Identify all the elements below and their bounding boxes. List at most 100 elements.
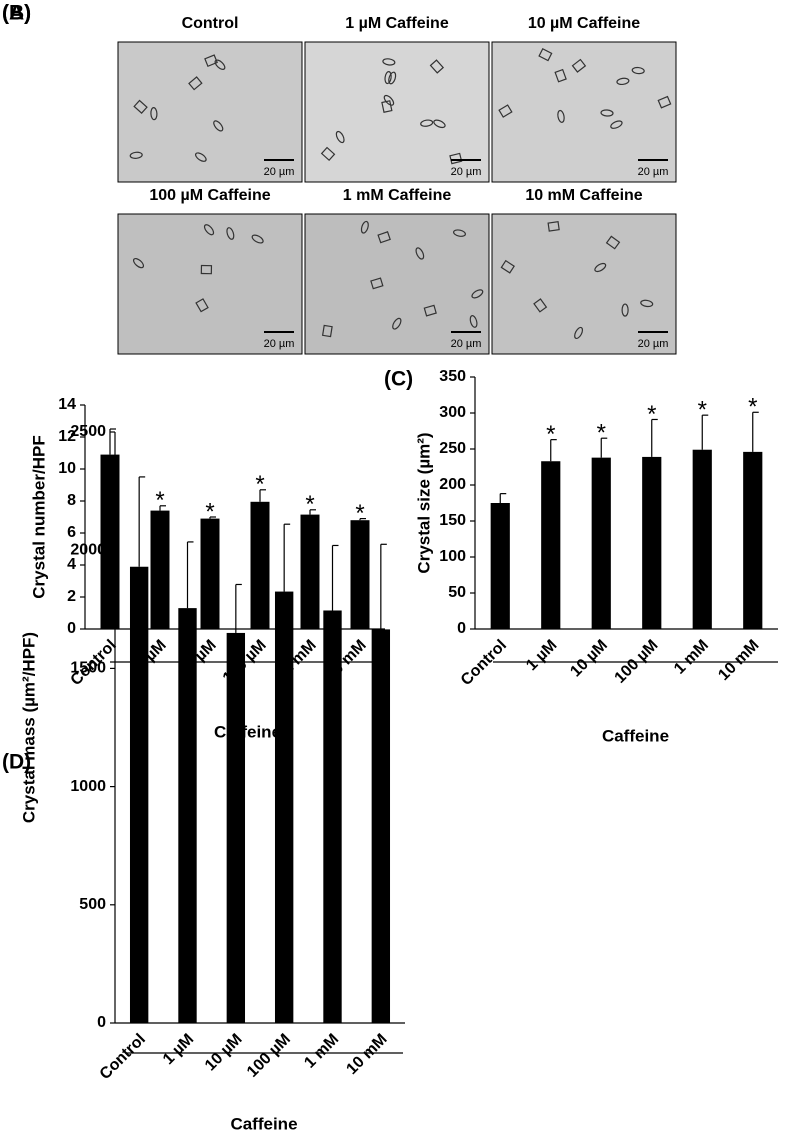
- significance-mark: *: [748, 394, 757, 421]
- crystal: [383, 94, 395, 106]
- x-tick-label: 10 µM: [567, 637, 611, 681]
- micrograph: [304, 41, 490, 183]
- y-tick-label: 12: [58, 428, 76, 445]
- y-tick-label: 10: [58, 460, 76, 477]
- micrograph: [491, 213, 677, 355]
- crystal: [605, 235, 621, 250]
- y-tick-label: 100: [439, 548, 466, 565]
- crystal: [631, 66, 645, 75]
- crystal: [392, 317, 402, 330]
- y-tick-label: 50: [448, 584, 466, 601]
- crystal: [226, 227, 235, 240]
- x-tick-label: 1 mM: [301, 1031, 342, 1072]
- crystal: [335, 130, 345, 144]
- bar: [692, 449, 712, 629]
- significance-mark: *: [647, 401, 656, 428]
- crystal: [571, 58, 587, 73]
- crystal: [533, 298, 548, 313]
- crystal: [188, 76, 203, 91]
- scale-label: 20 µm: [264, 166, 295, 178]
- x-tick-label: 100 µM: [244, 1031, 294, 1081]
- bar: [274, 591, 294, 1023]
- bar: [323, 610, 342, 1023]
- significance-mark: *: [305, 491, 314, 518]
- y-tick-label: 350: [439, 368, 466, 385]
- crystal: [538, 48, 553, 62]
- crystal: [388, 71, 397, 85]
- image-title: 1 µM Caffeine: [345, 15, 449, 32]
- y-tick-label: 300: [439, 404, 466, 421]
- bar: [591, 457, 611, 629]
- crystal: [415, 247, 425, 260]
- x-tick-label: 1 µM: [160, 1031, 197, 1068]
- x-tick-label: Control: [97, 1031, 149, 1083]
- y-tick-label: 2: [67, 588, 76, 605]
- crystal: [600, 109, 614, 117]
- crystal: [195, 298, 209, 313]
- x-tick-label: 1 mM: [671, 637, 712, 678]
- crystal: [471, 289, 484, 299]
- panel-label: (D): [2, 751, 31, 774]
- panel-label: (B): [2, 2, 31, 25]
- image-title: 1 mM Caffeine: [343, 187, 452, 204]
- x-tick-label: 10 mM: [715, 637, 762, 684]
- crystal: [433, 119, 446, 129]
- crystal: [498, 104, 513, 118]
- group-label: Caffeine: [230, 1114, 297, 1133]
- crystal: [610, 120, 623, 129]
- crystal: [251, 234, 264, 244]
- crystal: [452, 229, 466, 237]
- y-tick-label: 1500: [70, 660, 106, 677]
- y-axis-label: Crystal number/HPF: [29, 435, 48, 598]
- image-title: 10 µM Caffeine: [528, 15, 640, 32]
- crystal: [621, 303, 629, 317]
- crystal: [640, 299, 654, 308]
- micrograph: [491, 41, 677, 183]
- y-axis-label: Crystal size (µm²): [414, 432, 433, 573]
- group-label: Caffeine: [602, 726, 669, 745]
- bar: [541, 461, 561, 629]
- y-tick-label: 2000: [70, 541, 106, 558]
- scale-label: 20 µm: [451, 338, 482, 350]
- bar: [490, 503, 510, 629]
- bar: [743, 451, 763, 629]
- y-tick-label: 150: [439, 512, 466, 529]
- bar: [250, 501, 270, 629]
- y-tick-label: 8: [67, 492, 76, 509]
- x-tick-label: 1 µM: [523, 637, 560, 674]
- crystal: [382, 58, 396, 66]
- image-title: Control: [182, 15, 239, 32]
- crystal: [195, 152, 207, 162]
- crystal: [547, 221, 560, 232]
- image-title: 100 µM Caffeine: [149, 187, 270, 204]
- y-tick-label: 4: [67, 556, 76, 573]
- significance-mark: *: [698, 397, 707, 424]
- significance-mark: *: [597, 420, 606, 447]
- crystal: [449, 152, 463, 165]
- crystal: [133, 99, 148, 115]
- y-tick-label: 0: [67, 620, 76, 637]
- scale-label: 20 µm: [451, 166, 482, 178]
- scale-label: 20 µm: [264, 338, 295, 350]
- y-tick-label: 6: [67, 524, 76, 541]
- bar: [129, 566, 149, 1023]
- y-axis-label: Crystal mass (µm²/HPF): [19, 632, 38, 823]
- micrograph: [117, 213, 303, 355]
- y-tick-label: 200: [439, 476, 466, 493]
- significance-mark: *: [546, 421, 555, 448]
- bar: [226, 632, 246, 1023]
- crystal: [320, 146, 336, 162]
- crystal: [557, 109, 565, 123]
- crystal: [574, 326, 584, 340]
- x-tick-label: Control: [458, 637, 510, 689]
- y-tick-label: 0: [457, 620, 466, 637]
- crystal: [214, 59, 226, 70]
- crystal: [370, 277, 384, 290]
- crystal: [203, 224, 215, 236]
- significance-mark: *: [205, 498, 214, 525]
- scale-label: 20 µm: [638, 338, 669, 350]
- image-title: 10 mM Caffeine: [525, 187, 642, 204]
- crystal: [420, 119, 434, 127]
- significance-mark: *: [155, 487, 164, 514]
